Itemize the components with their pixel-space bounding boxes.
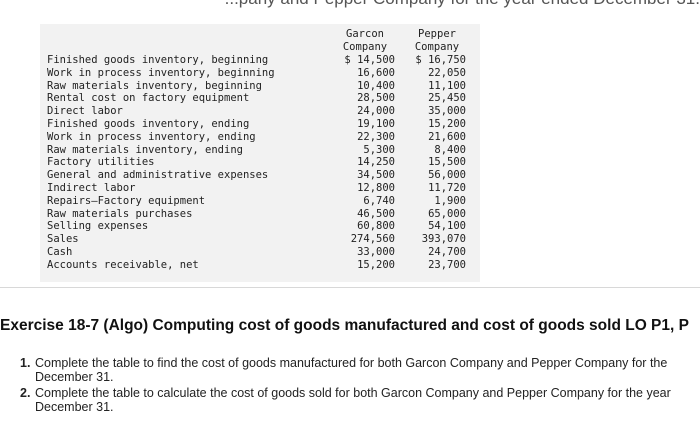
instruction-text-continued: December 31. [35,370,114,384]
row-label: Indirect labor [47,181,136,194]
instruction-item: 2. Complete the table to calculate the c… [20,386,700,414]
instruction-item: 1. Complete the table to find the cost o… [20,356,700,384]
pepper-value: $ 16,750 [415,54,466,66]
row-label: Finished goods inventory, beginning [47,54,269,66]
garcon-value: 46,500 [357,207,395,220]
row-label: Raw materials inventory, beginning [47,79,262,92]
pepper-value: 35,000 [428,105,466,118]
row-label: Factory utilities [47,156,155,169]
pepper-value: 25,450 [428,92,466,105]
row-label: Repairs—Factory equipment [47,194,206,207]
row-label: Cash [47,245,73,258]
pepper-value: 11,100 [428,79,466,92]
garcon-value: 28,500 [357,92,395,105]
pepper-header-line1: Pepper [418,28,456,40]
pepper-value: 54,100 [428,220,466,233]
garcon-value: $ 14,500 [344,54,395,66]
garcon-header-line2: Company [342,41,388,53]
pepper-column: Pepper Company $ 16,750 22,050 11,100 25… [408,28,466,272]
pepper-value: 22,050 [428,66,466,79]
instruction-number: 1. [20,356,31,370]
garcon-value: 6,740 [363,194,395,207]
exercise-title: Exercise 18-7 (Algo) Computing cost of g… [0,317,689,334]
pepper-header-line2: Company [414,41,460,53]
row-label: General and administrative expenses [47,169,269,182]
garcon-value: 12,800 [357,181,395,194]
instructions-list: 1. Complete the table to find the cost o… [20,356,700,416]
row-label: Accounts receivable, net [47,258,199,271]
pepper-value: 56,000 [428,169,466,182]
data-table-background [40,24,480,282]
pepper-value: 1,900 [434,194,466,207]
garcon-value: 16,600 [357,66,395,79]
pepper-value: 65,000 [428,207,466,220]
pepper-value: 15,200 [428,117,466,130]
garcon-value: 274,560 [350,233,395,246]
garcon-column: Garcon Company $ 14,500 16,600 10,400 28… [335,28,395,272]
row-label: Rental cost on factory equipment [47,92,250,105]
pepper-value: 15,500 [428,156,466,169]
row-label: Direct labor [47,105,123,118]
garcon-value: 60,800 [357,220,395,233]
row-label: Raw materials purchases [47,207,193,220]
row-label: Sales [47,233,79,246]
section-divider [0,287,700,288]
garcon-value: 22,300 [357,130,395,143]
garcon-value: 33,000 [357,245,395,258]
pepper-value: 11,720 [428,181,466,194]
pepper-value: 393,070 [421,233,466,246]
instruction-number: 2. [20,386,31,400]
garcon-value: 15,200 [357,258,395,271]
row-label: Selling expenses [47,220,149,233]
row-label: Work in process inventory, beginning [47,66,275,79]
instruction-text-continued: December 31. [35,400,114,414]
garcon-value: 34,500 [357,169,395,182]
row-labels: Finished goods inventory, beginning Work… [47,54,275,272]
row-label: Finished goods inventory, ending [47,117,250,130]
garcon-header-line1: Garcon [346,28,384,40]
garcon-value: 19,100 [357,117,395,130]
garcon-value: 14,250 [357,156,395,169]
pepper-value: 21,600 [428,130,466,143]
garcon-value: 24,000 [357,105,395,118]
pepper-value: 24,700 [428,245,466,258]
instruction-text: Complete the table to find the cost of g… [35,356,668,370]
row-label: Raw materials inventory, ending [47,143,243,156]
garcon-value: 10,400 [357,79,395,92]
row-label: Work in process inventory, ending [47,130,256,143]
pepper-value: 8,400 [434,143,466,156]
garcon-value: 5,300 [363,143,395,156]
instruction-text: Complete the table to calculate the cost… [35,386,671,400]
top-caption: ...pany and Pepper Company for the year … [0,0,700,9]
pepper-value: 23,700 [428,258,466,271]
